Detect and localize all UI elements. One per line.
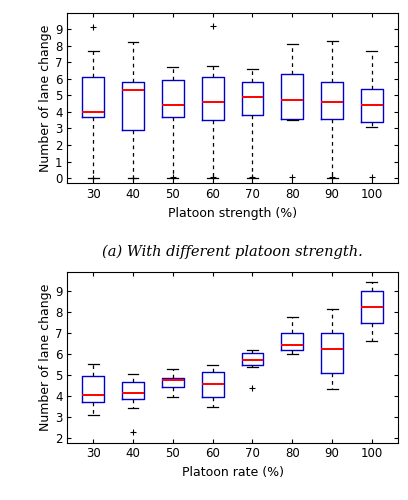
Y-axis label: Number of lane change: Number of lane change <box>39 24 52 172</box>
Text: (a) With different platoon strength.: (a) With different platoon strength. <box>102 244 363 259</box>
X-axis label: Platoon rate (%): Platoon rate (%) <box>182 466 284 479</box>
Y-axis label: Number of lane change: Number of lane change <box>39 284 52 431</box>
X-axis label: Platoon strength (%): Platoon strength (%) <box>168 206 297 220</box>
